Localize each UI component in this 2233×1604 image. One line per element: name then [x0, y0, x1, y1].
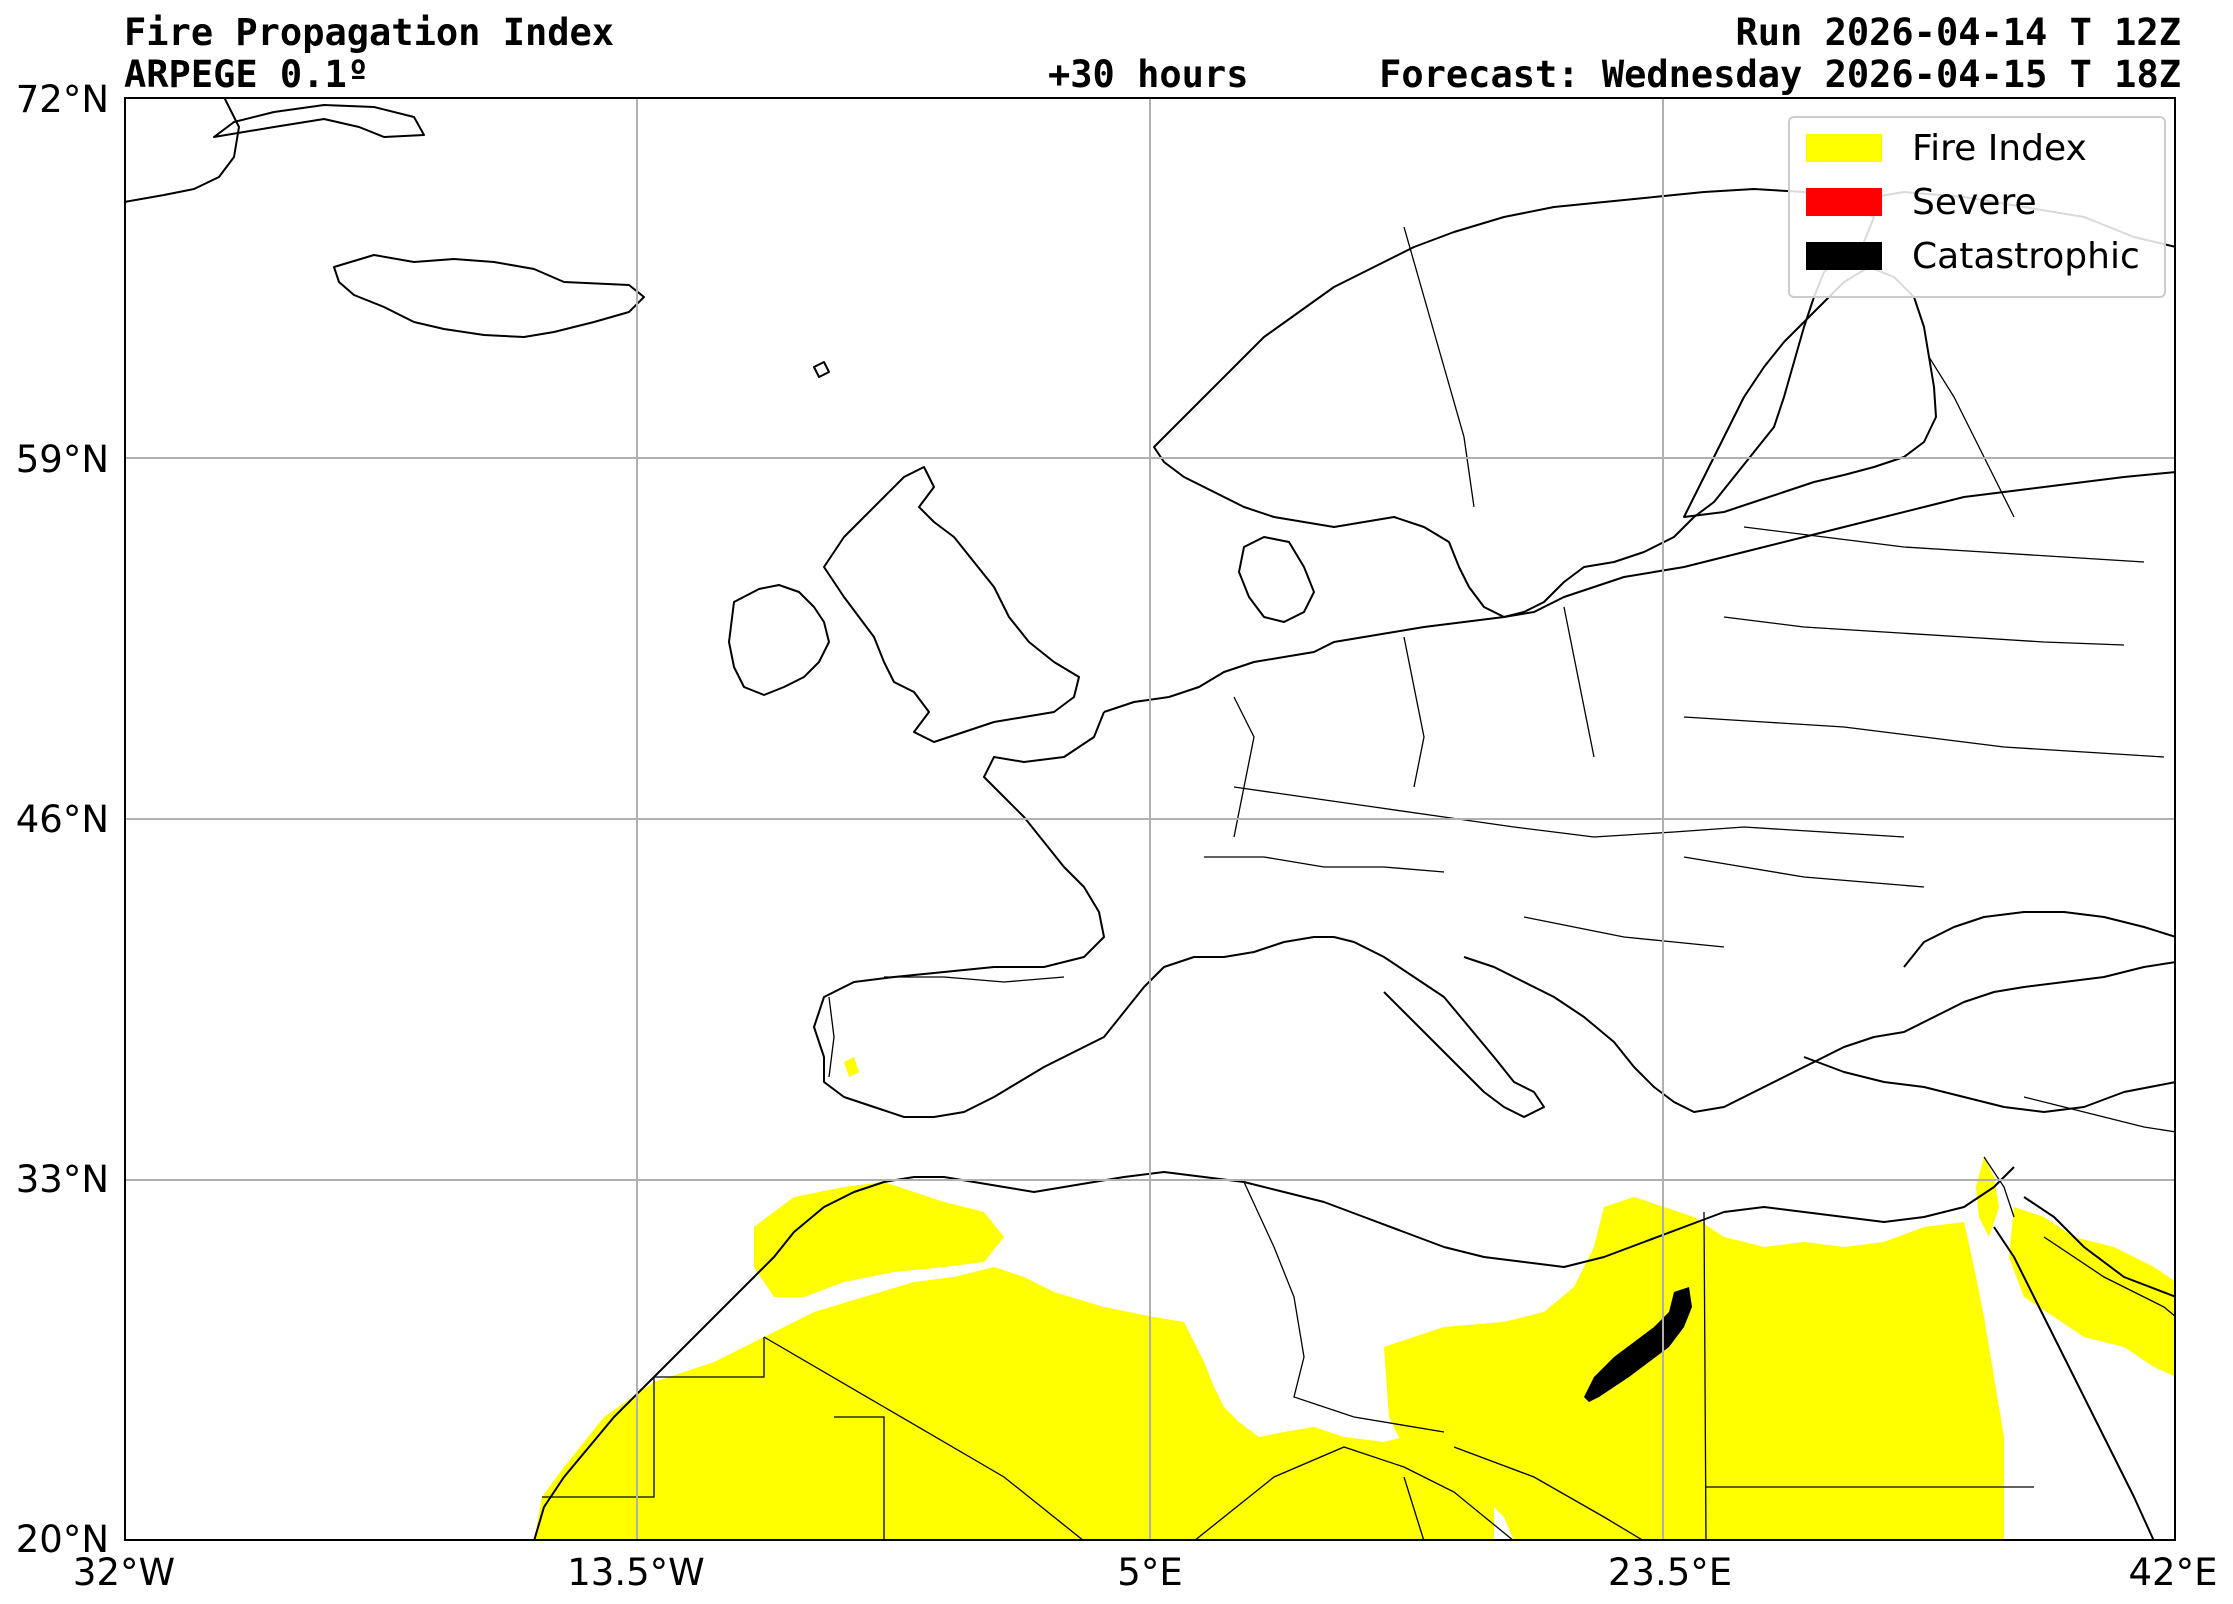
catastrophic-area [1584, 1287, 1692, 1402]
lon-tick-label: 32°W [72, 1551, 176, 1594]
border-libya-egypt [1703, 1211, 1707, 1541]
fire-index-map [124, 97, 2176, 1541]
lat-tick-label: 33°N [15, 1158, 109, 1201]
border-niger-libya [1453, 1446, 1645, 1541]
border-germany-poland [1403, 636, 1425, 788]
border-baltic [1743, 526, 2145, 563]
lat-tick-label: 46°N [15, 798, 109, 841]
border-france-germany [1233, 696, 1255, 838]
legend-label-severe: Severe [1912, 181, 2037, 223]
legend-item-severe: Severe [1806, 181, 2037, 223]
coastline-balkans [1463, 956, 2176, 1113]
borders [542, 226, 2176, 1541]
border-belarus [1723, 616, 2125, 646]
coastline-arabia [2023, 1196, 2176, 1298]
fire-index-area-sahara-west [534, 1267, 1494, 1541]
coastlines [124, 97, 2176, 1541]
legend-label-catastrophic: Catastrophic [1912, 235, 2140, 277]
coastline-iceland [333, 254, 645, 338]
lat-tick-label: 20°N [15, 1518, 109, 1561]
border-niger-algeria [1193, 1446, 1515, 1541]
border-saudi [2043, 1236, 2176, 1318]
border-russia-finland [1928, 356, 2015, 518]
legend-swatch-severe [1806, 188, 1882, 216]
border-mali-algeria [763, 1336, 1085, 1541]
fire-index-area-atlas [754, 1182, 1004, 1297]
coastline-italy [1333, 936, 1545, 1118]
fire-index-area-middle-east [2009, 1207, 2176, 1377]
border-chad [1403, 1476, 1425, 1541]
coastline-ireland [728, 584, 830, 696]
map-title: Fire Propagation Index [124, 11, 615, 54]
border-alps [1204, 856, 1445, 873]
coastline-britain [823, 466, 1080, 743]
coastline-greenland [124, 97, 240, 203]
lon-tick-label: 42°E [2128, 1551, 2218, 1594]
lat-tick-label: 59°N [15, 438, 109, 481]
fire-index-area-morocco-coast [844, 1057, 859, 1077]
border-balkans-inner [1523, 916, 1725, 948]
coastline-jan-mayen-svalbard [213, 104, 425, 138]
border-norway-sweden [1403, 226, 1475, 508]
run-label: Run 2026-04-14 T 12Z [1735, 11, 2181, 54]
map-frame [124, 97, 2176, 1541]
coastline-black-sea [1903, 911, 2176, 968]
lead-time-label: +30 hours [1048, 53, 1249, 96]
legend-item-fire-index: Fire Index [1806, 127, 2087, 169]
coastline-north-africa [533, 1166, 2015, 1541]
coastline-finland [1683, 266, 1937, 518]
gridlines [124, 97, 2176, 1541]
coastline-red-sea [1993, 1226, 2155, 1541]
border-poland-east [1563, 606, 1595, 758]
border-ukraine [1683, 716, 2165, 758]
border-central-europe [1233, 786, 1905, 838]
border-spain-france [884, 976, 1065, 983]
legend-item-catastrophic: Catastrophic [1806, 235, 2140, 277]
border-israel [1983, 1156, 2015, 1218]
lon-tick-label: 13.5°W [567, 1551, 705, 1594]
border-turkey-syria [2023, 1096, 2176, 1133]
fire-index-layer [534, 1057, 2176, 1541]
border-romania [1683, 856, 1925, 888]
lat-tick-label: 72°N [15, 78, 109, 121]
lon-tick-label: 23.5°E [1607, 1551, 1733, 1594]
forecast-label: Forecast: Wednesday 2026-04-15 T 18Z [1379, 53, 2181, 96]
legend-swatch-fire-index [1806, 134, 1882, 162]
legend-swatch-catastrophic [1806, 242, 1882, 270]
coastline-denmark [1238, 536, 1315, 623]
coastline-france-iberia [813, 711, 1334, 1118]
lon-tick-label: 5°E [1117, 1551, 1183, 1594]
map-legend: Fire Index Severe Catastrophic [1788, 116, 2166, 298]
border-mali-west [834, 1416, 885, 1541]
legend-label-fire-index: Fire Index [1912, 127, 2087, 169]
border-spain-portugal [828, 996, 835, 1078]
coastline-faroe [813, 361, 830, 378]
model-label: ARPEGE 0.1º [124, 53, 370, 96]
border-algeria-libya [1243, 1181, 1445, 1433]
fire-index-area-levant [1976, 1157, 1999, 1237]
coastline-scandinavia [1153, 188, 1875, 618]
coastline-continental-europe [1103, 471, 2176, 713]
border-mauritania [542, 1337, 765, 1498]
coastline-anatolia [1803, 1056, 2176, 1113]
fire-index-area-libya-egypt [1384, 1197, 2004, 1541]
